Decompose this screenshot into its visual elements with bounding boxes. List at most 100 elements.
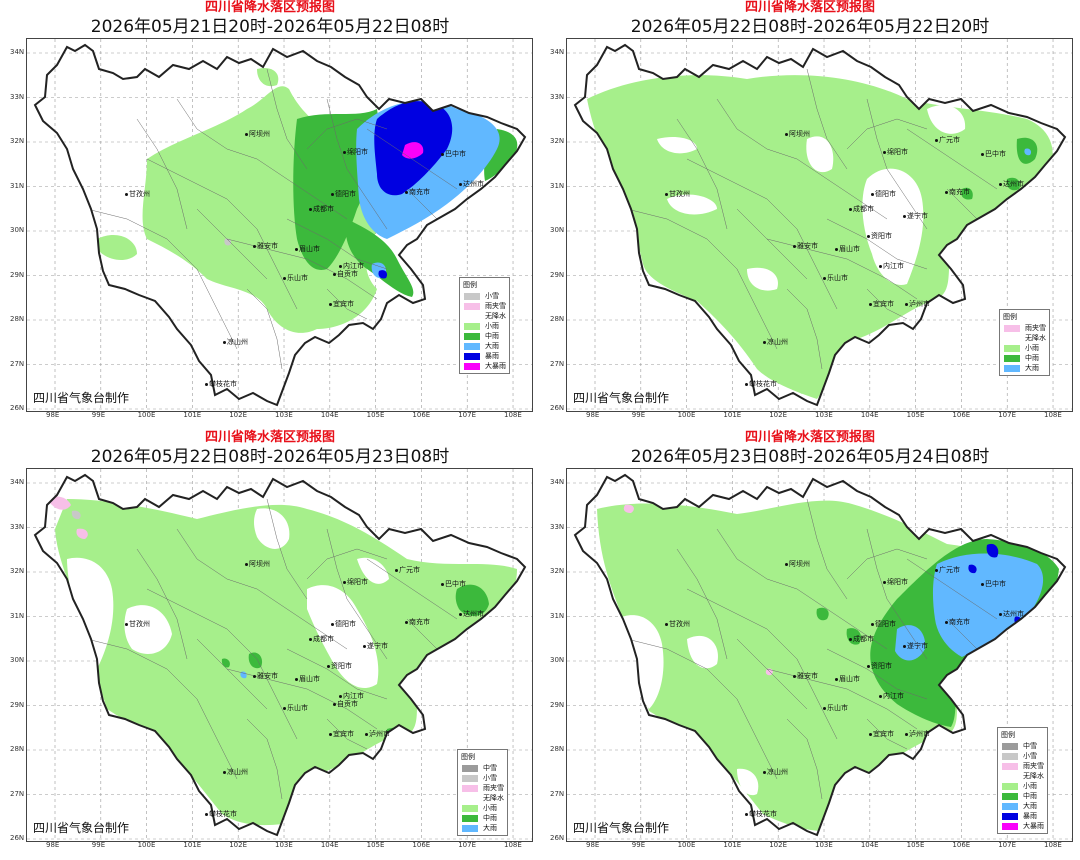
- precip-area-light-rain: [55, 499, 517, 826]
- city-label: 眉山市: [835, 674, 860, 684]
- panel-date-range: 2026年05月22日08时-2026年05月22日20时: [630, 17, 990, 37]
- city-label: 攀枝花市: [745, 809, 777, 819]
- latitude-label: 33N: [550, 522, 565, 531]
- city-label: 雅安市: [253, 671, 278, 681]
- province-outline: [573, 43, 1067, 407]
- panel-title: 四川省降水落区预报图: [204, 0, 335, 15]
- legend-swatch: [461, 783, 479, 793]
- city-label: 攀枝花市: [205, 809, 237, 819]
- longitude-label: 103E: [275, 841, 293, 849]
- longitude-label: 101E: [183, 411, 202, 419]
- legend-item: 雨夹雪: [1001, 761, 1044, 771]
- legend-label: 小雨: [485, 322, 499, 330]
- legend-item: 雨夹雪: [1003, 323, 1046, 333]
- legend-swatch: [1001, 801, 1019, 811]
- longitude-label: 102E: [229, 841, 247, 849]
- legend-item: 大暴雨: [1001, 821, 1044, 831]
- city-label: 内江市: [879, 261, 904, 271]
- producer-credit: 四川省气象台制作: [33, 391, 130, 405]
- legend-item: 中雨: [1001, 791, 1044, 801]
- precip-area-none: [307, 585, 379, 689]
- legend-swatch: [1001, 771, 1019, 781]
- precip-area-none: [67, 557, 114, 669]
- producer-credit: 四川省气象台制作: [573, 391, 670, 405]
- longitude-label: 106E: [412, 841, 431, 849]
- legend-item: 小雪: [1001, 751, 1044, 761]
- latitude-label: 34N: [10, 48, 25, 56]
- latitude-label: 29N: [550, 700, 565, 709]
- longitude-label: 98E: [46, 411, 60, 419]
- legend-label: 雨夹雪: [483, 784, 504, 792]
- precip-area-light-snow: [224, 238, 232, 246]
- longitude-label: 108E: [1044, 841, 1062, 849]
- legend-item: 大暴雨: [463, 361, 506, 371]
- city-label: 德阳市: [871, 189, 896, 199]
- city-label: 自贡市: [333, 269, 358, 279]
- latitude-label: 26N: [10, 404, 25, 412]
- city-label: 雅安市: [253, 241, 278, 251]
- panel-date-range: 2026年05月21日20时-2026年05月22日08时: [90, 17, 450, 37]
- precipitation-map: [567, 469, 1072, 841]
- latitude-label: 29N: [10, 700, 25, 709]
- legend-label: 中雨: [1025, 354, 1039, 362]
- legend-label: 大雨: [1025, 364, 1039, 372]
- city-label: 南充市: [945, 187, 970, 197]
- longitude-label: 104E: [320, 411, 339, 419]
- legend-swatch: [1003, 353, 1021, 363]
- legend-item: 大雨: [463, 341, 506, 351]
- city-label: 遂宁市: [363, 641, 388, 651]
- city-label: 攀枝花市: [205, 379, 237, 389]
- legend-item: 雨夹雪: [461, 783, 504, 793]
- map-legend: 图例 中雪 小雪 雨夹雪 无降水 小雨 中雨 大雨: [457, 749, 508, 836]
- longitude-label: 102E: [769, 411, 787, 419]
- city-label: 宜宾市: [869, 299, 894, 309]
- producer-credit: 四川省气象台制作: [573, 821, 670, 835]
- latitude-label: 26N: [550, 834, 565, 842]
- precip-area-rainstorm: [378, 270, 388, 279]
- latitude-label: 33N: [10, 522, 25, 531]
- legend-item: 大雨: [461, 823, 504, 833]
- longitude-label: 98E: [586, 411, 600, 419]
- precip-area-heavy-rain: [932, 553, 1044, 657]
- city-label: 遂宁市: [903, 211, 928, 221]
- city-label: 阿坝州: [245, 129, 270, 139]
- latitude-label: 29N: [10, 270, 25, 279]
- city-label: 绵阳市: [883, 147, 908, 157]
- legend-label: 雨夹雪: [485, 302, 506, 310]
- latitude-label: 30N: [550, 656, 565, 664]
- legend-item: 小雨: [463, 321, 506, 331]
- precip-area-none: [747, 267, 778, 291]
- latitude-label: 27N: [10, 359, 25, 368]
- precip-area-heavy-rain: [240, 671, 247, 679]
- longitude-label: 99E: [631, 841, 646, 849]
- county-boundaries: [86, 498, 458, 800]
- longitude-label: 105E: [906, 841, 925, 849]
- panel-date-range: 2026年05月23日08时-2026年05月24日08时: [630, 447, 990, 467]
- legend-item: 中雪: [461, 763, 504, 773]
- legend-title: 图例: [463, 281, 477, 289]
- legend-swatch: [1003, 333, 1021, 343]
- precip-area-light-rain: [257, 67, 279, 87]
- latitude-label: 27N: [550, 789, 565, 798]
- latitude-label: 27N: [550, 359, 565, 368]
- longitude-label: 106E: [952, 411, 971, 419]
- latitude-label: 34N: [10, 478, 25, 486]
- latitude-label: 31N: [10, 181, 25, 190]
- city-label: 成都市: [849, 634, 874, 644]
- county-boundaries: [626, 68, 998, 370]
- longitude-label: 107E: [458, 841, 477, 849]
- legend-swatch: [461, 793, 479, 803]
- precip-area-none: [927, 105, 966, 134]
- legend-item: 中雨: [463, 331, 506, 341]
- longitude-label: 104E: [860, 411, 879, 419]
- legend-label: 雨夹雪: [1025, 324, 1046, 332]
- legend-item: 中雪: [1001, 741, 1044, 751]
- latitude-label: 32N: [10, 137, 25, 145]
- precip-area-heavy-rain: [1024, 148, 1032, 156]
- longitude-label: 101E: [183, 841, 202, 849]
- legend-swatch: [1001, 821, 1019, 831]
- longitude-label: 106E: [952, 841, 971, 849]
- precip-area-moderate-rain: [816, 607, 829, 621]
- legend-item: 无降水: [461, 793, 504, 803]
- map-panel-2: 四川省降水落区预报图 2026年05月22日08时-2026年05月22日20时…: [540, 0, 1080, 430]
